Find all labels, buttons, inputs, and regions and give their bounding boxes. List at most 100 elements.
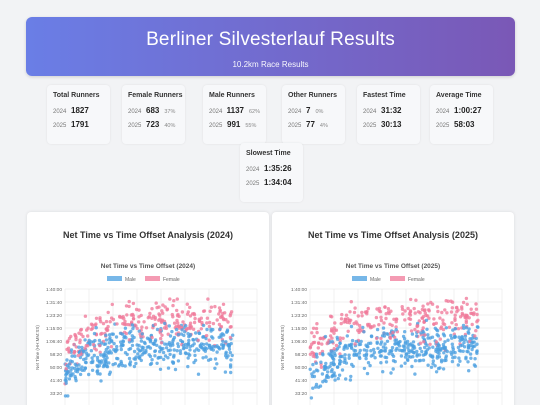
point-male: [366, 345, 370, 349]
point-male: [191, 337, 195, 342]
point-female: [345, 320, 349, 325]
point-female: [409, 329, 414, 333]
point-male: [220, 332, 224, 336]
point-male: [216, 345, 221, 349]
point-male: [467, 369, 471, 373]
point-female: [207, 324, 212, 329]
stat-value: 683: [146, 106, 160, 115]
point-male: [140, 332, 144, 336]
legend-swatch-male[interactable]: [107, 276, 122, 281]
point-female: [168, 297, 172, 301]
point-male: [453, 335, 457, 339]
point-male: [473, 364, 478, 368]
point-female: [438, 337, 442, 341]
point-female: [326, 340, 330, 344]
point-male: [136, 347, 140, 351]
point-female: [220, 314, 224, 318]
point-male: [224, 340, 228, 344]
point-male: [405, 339, 410, 344]
point-female: [115, 322, 119, 326]
point-female: [208, 320, 212, 325]
point-female: [469, 307, 473, 311]
point-female: [441, 318, 445, 322]
point-male: [75, 370, 80, 374]
point-male: [85, 354, 89, 358]
point-male: [95, 369, 100, 373]
point-female: [338, 336, 342, 340]
stat-card-slowest-time: Slowest Time 2024 1:35:26 2025 1:34:04: [240, 143, 303, 202]
stat-label: Female Runners: [128, 92, 183, 99]
point-male: [90, 356, 94, 360]
point-male: [117, 364, 121, 368]
point-male: [128, 346, 133, 351]
point-male: [96, 365, 100, 369]
point-male: [451, 345, 455, 349]
point-female: [400, 307, 405, 311]
point-male: [399, 364, 404, 368]
y-tick-label: 33:20: [50, 391, 62, 397]
point-male: [451, 328, 455, 332]
point-female: [330, 329, 334, 333]
point-male: [463, 338, 468, 342]
point-male: [390, 345, 395, 350]
point-male: [229, 370, 233, 375]
point-male: [428, 353, 432, 357]
point-male: [314, 352, 319, 356]
y-tick-label: 1:06:40: [46, 339, 62, 345]
point-male: [466, 330, 470, 334]
point-female: [374, 315, 379, 320]
legend-swatch-female[interactable]: [145, 276, 160, 281]
point-male: [78, 372, 83, 377]
point-male: [444, 326, 448, 330]
point-female: [332, 326, 336, 330]
point-female: [469, 311, 473, 315]
point-female: [124, 304, 129, 308]
point-male: [437, 351, 441, 356]
legend-swatch-male[interactable]: [352, 276, 367, 281]
stat-label: Slowest Time: [246, 150, 291, 157]
point-male: [316, 369, 320, 373]
point-female: [370, 325, 374, 329]
point-male: [87, 372, 91, 377]
point-male: [404, 352, 409, 356]
y-tick-label: 50:00: [50, 365, 62, 371]
stat-year: 2025: [363, 123, 377, 129]
point-female: [81, 334, 85, 339]
point-male: [94, 326, 98, 330]
point-male: [158, 349, 162, 354]
point-female: [127, 304, 131, 309]
point-male: [403, 355, 408, 359]
point-female: [378, 310, 383, 314]
point-male: [148, 346, 153, 350]
point-female: [356, 314, 360, 318]
point-male: [382, 331, 386, 335]
scatter-chart-2025[interactable]: Net Time vs Time Offset (2025) Male Female…: [272, 212, 514, 405]
point-male: [163, 342, 167, 346]
point-male: [475, 350, 479, 354]
point-male: [310, 374, 315, 379]
point-male: [431, 345, 435, 349]
chart-panel-2025: Net Time vs Time Offset Analysis (2025) …: [272, 212, 514, 405]
point-female: [341, 336, 345, 340]
point-female: [413, 327, 417, 332]
point-male: [362, 348, 366, 352]
point-female: [171, 303, 175, 308]
point-male: [364, 356, 368, 361]
point-male: [453, 327, 458, 331]
point-female: [473, 334, 477, 338]
stat-percent: 0%: [315, 109, 324, 115]
point-male: [201, 342, 206, 347]
point-female: [202, 309, 207, 313]
point-female: [150, 335, 154, 340]
point-male: [381, 326, 386, 330]
point-female: [94, 316, 99, 320]
point-male: [343, 344, 348, 349]
scatter-chart-2024[interactable]: Net Time vs Time Offset (2024) Male Female…: [27, 212, 269, 405]
legend-swatch-female[interactable]: [390, 276, 405, 281]
point-male: [213, 357, 218, 361]
point-male: [369, 349, 373, 353]
y-tick-label: 25:00: [295, 404, 307, 405]
point-female: [161, 303, 165, 307]
point-male: [439, 358, 444, 362]
point-female: [155, 305, 159, 310]
